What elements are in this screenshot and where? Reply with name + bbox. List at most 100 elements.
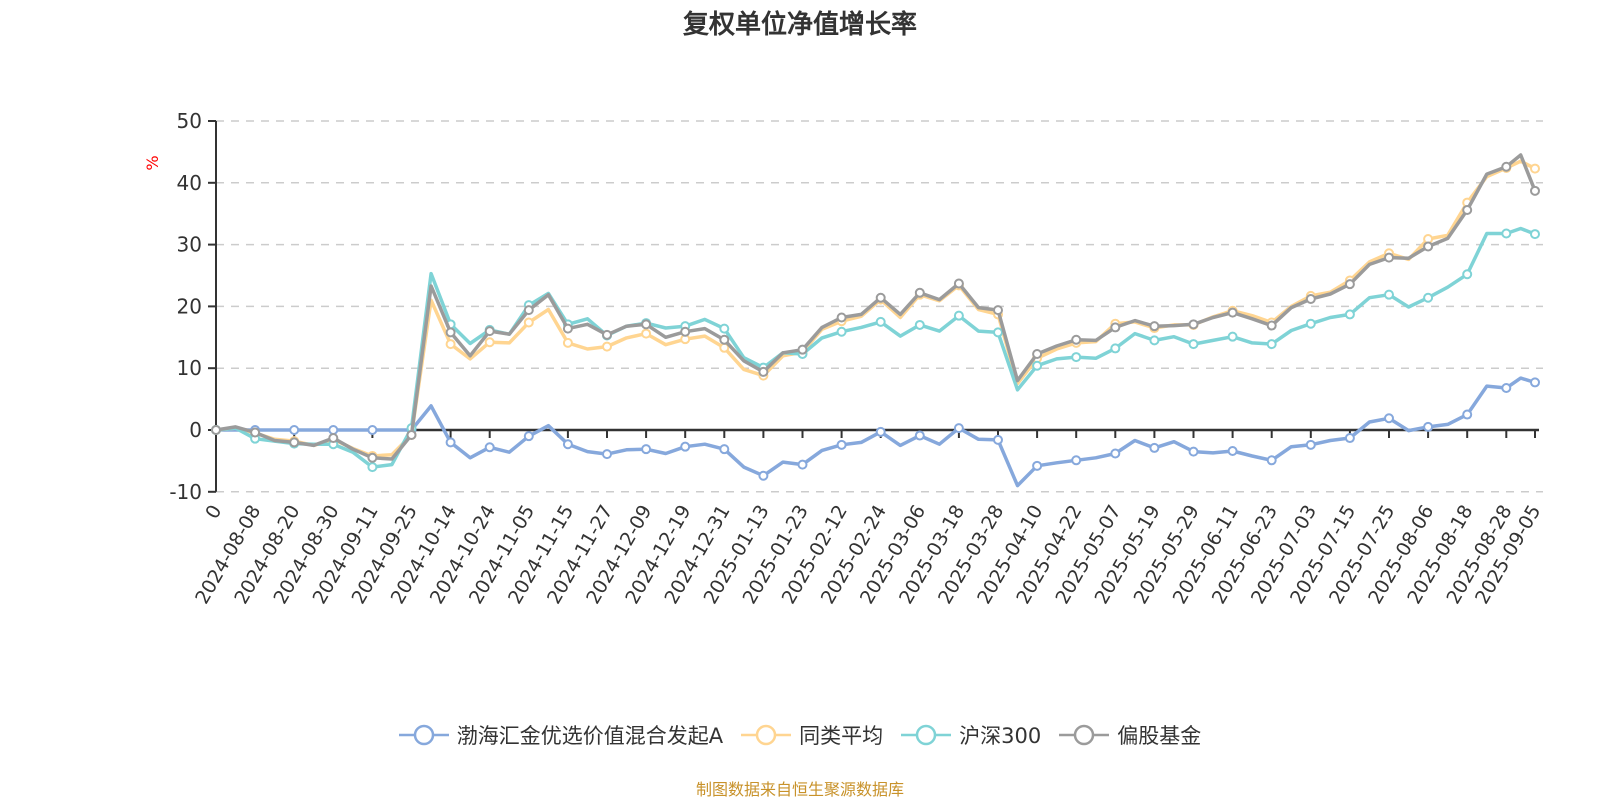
data-point-marker <box>523 317 534 328</box>
legend-item[interactable]: 沪深300 <box>901 720 1041 750</box>
legend-line-circle-icon <box>741 724 792 746</box>
data-point-marker <box>1032 348 1043 359</box>
x-tick-label: 0 <box>201 501 226 522</box>
data-point-marker <box>1501 382 1512 393</box>
data-point-marker <box>1227 446 1238 457</box>
data-point-marker <box>1501 161 1512 172</box>
data-point-marker <box>1110 448 1121 459</box>
data-point-marker <box>1305 293 1316 304</box>
y-axis-unit: % <box>143 155 162 170</box>
data-point-marker <box>406 429 417 440</box>
data-point-marker <box>523 305 534 316</box>
data-point-marker <box>602 341 612 352</box>
data-point-marker <box>1423 241 1434 252</box>
data-point-marker <box>1188 339 1199 350</box>
data-point-marker <box>562 323 573 334</box>
data-point-marker <box>1071 334 1082 345</box>
data-point-marker <box>1032 460 1043 471</box>
data-point-marker <box>367 425 378 435</box>
data-point-marker <box>1384 413 1394 424</box>
data-point-marker <box>836 439 847 450</box>
data-point-marker <box>914 319 925 330</box>
legend-item[interactable]: 偏股基金 <box>1059 720 1201 750</box>
data-point-marker <box>953 310 964 321</box>
data-point-marker <box>445 339 456 350</box>
data-point-marker <box>914 287 925 298</box>
legend-line-circle-icon <box>398 724 449 746</box>
legend-label: 渤海汇金优选价值混合发起A <box>456 724 724 748</box>
data-point-marker <box>1423 421 1434 432</box>
data-point-marker <box>1462 409 1473 420</box>
data-point-marker <box>367 462 378 473</box>
data-point-marker <box>250 427 261 438</box>
data-point-marker <box>680 441 691 452</box>
legend: 渤海汇金优选价值混合发起A 同类平均 沪深300 偏股基金 <box>0 720 1600 750</box>
data-point-marker <box>1530 163 1540 174</box>
data-point-marker <box>445 327 456 338</box>
data-point-marker <box>562 439 573 450</box>
y-tick-label: 0 <box>189 418 202 442</box>
data-point-marker <box>953 423 964 434</box>
data-point-marker <box>484 337 495 348</box>
data-point-marker <box>836 326 847 337</box>
data-point-marker <box>367 452 378 463</box>
data-point-marker <box>1305 318 1316 329</box>
data-point-marker <box>1149 321 1160 332</box>
data-source-footer: 制图数据来自恒生聚源数据库 <box>695 780 904 799</box>
y-tick-label: 50 <box>177 109 202 133</box>
data-point-marker <box>993 434 1003 445</box>
legend-label: 偏股基金 <box>1117 724 1202 748</box>
data-point-marker <box>993 305 1003 316</box>
data-point-marker <box>1344 279 1355 290</box>
legend-item[interactable]: 同类平均 <box>741 720 883 750</box>
data-point-marker <box>602 329 612 340</box>
legend-label: 沪深300 <box>959 724 1042 748</box>
data-point-marker <box>1344 433 1355 444</box>
y-tick-label: -10 <box>169 480 202 504</box>
line-chart: -1001020304050%02024-08-082024-08-202024… <box>143 109 1545 608</box>
legend-line-circle-icon <box>901 724 952 746</box>
data-point-marker <box>953 278 964 289</box>
y-tick-label: 10 <box>177 356 202 380</box>
legend-line-circle-icon <box>1059 724 1110 746</box>
data-point-marker <box>289 437 300 448</box>
data-point-marker <box>1227 307 1238 318</box>
data-point-marker <box>523 431 534 442</box>
data-point-marker <box>719 334 730 345</box>
data-point-marker <box>562 337 573 348</box>
data-point-marker <box>914 430 925 441</box>
data-point-marker <box>836 312 847 323</box>
data-point-marker <box>211 425 221 435</box>
y-tick-label: 30 <box>177 233 202 257</box>
data-point-marker <box>1423 292 1434 303</box>
data-point-marker <box>641 328 652 339</box>
y-tick-label: 40 <box>177 171 202 195</box>
data-point-marker <box>1110 343 1121 354</box>
data-point-marker <box>1462 204 1473 215</box>
data-point-marker <box>484 326 495 337</box>
data-point-marker <box>1530 229 1540 240</box>
data-point-marker <box>1501 228 1512 239</box>
data-point-marker <box>719 444 730 455</box>
data-point-marker <box>1071 352 1082 363</box>
data-point-marker <box>875 426 886 437</box>
data-point-marker <box>641 444 652 455</box>
data-point-marker <box>758 366 769 377</box>
data-point-marker <box>1266 320 1277 331</box>
legend-label: 同类平均 <box>799 724 884 748</box>
data-point-marker <box>1188 319 1199 330</box>
data-point-marker <box>1462 269 1473 280</box>
data-point-marker <box>1071 455 1082 466</box>
data-point-marker <box>1032 360 1043 371</box>
legend-item[interactable]: 渤海汇金优选价值混合发起A <box>398 720 724 750</box>
data-point-marker <box>680 326 691 337</box>
data-point-marker <box>1384 289 1394 300</box>
data-point-marker <box>797 459 808 470</box>
data-point-marker <box>1110 322 1121 333</box>
data-point-marker <box>1149 335 1160 346</box>
data-point-marker <box>993 327 1003 338</box>
data-point-marker <box>328 425 339 435</box>
data-point-marker <box>1344 309 1355 320</box>
data-point-marker <box>328 433 339 444</box>
data-point-marker <box>484 442 495 453</box>
